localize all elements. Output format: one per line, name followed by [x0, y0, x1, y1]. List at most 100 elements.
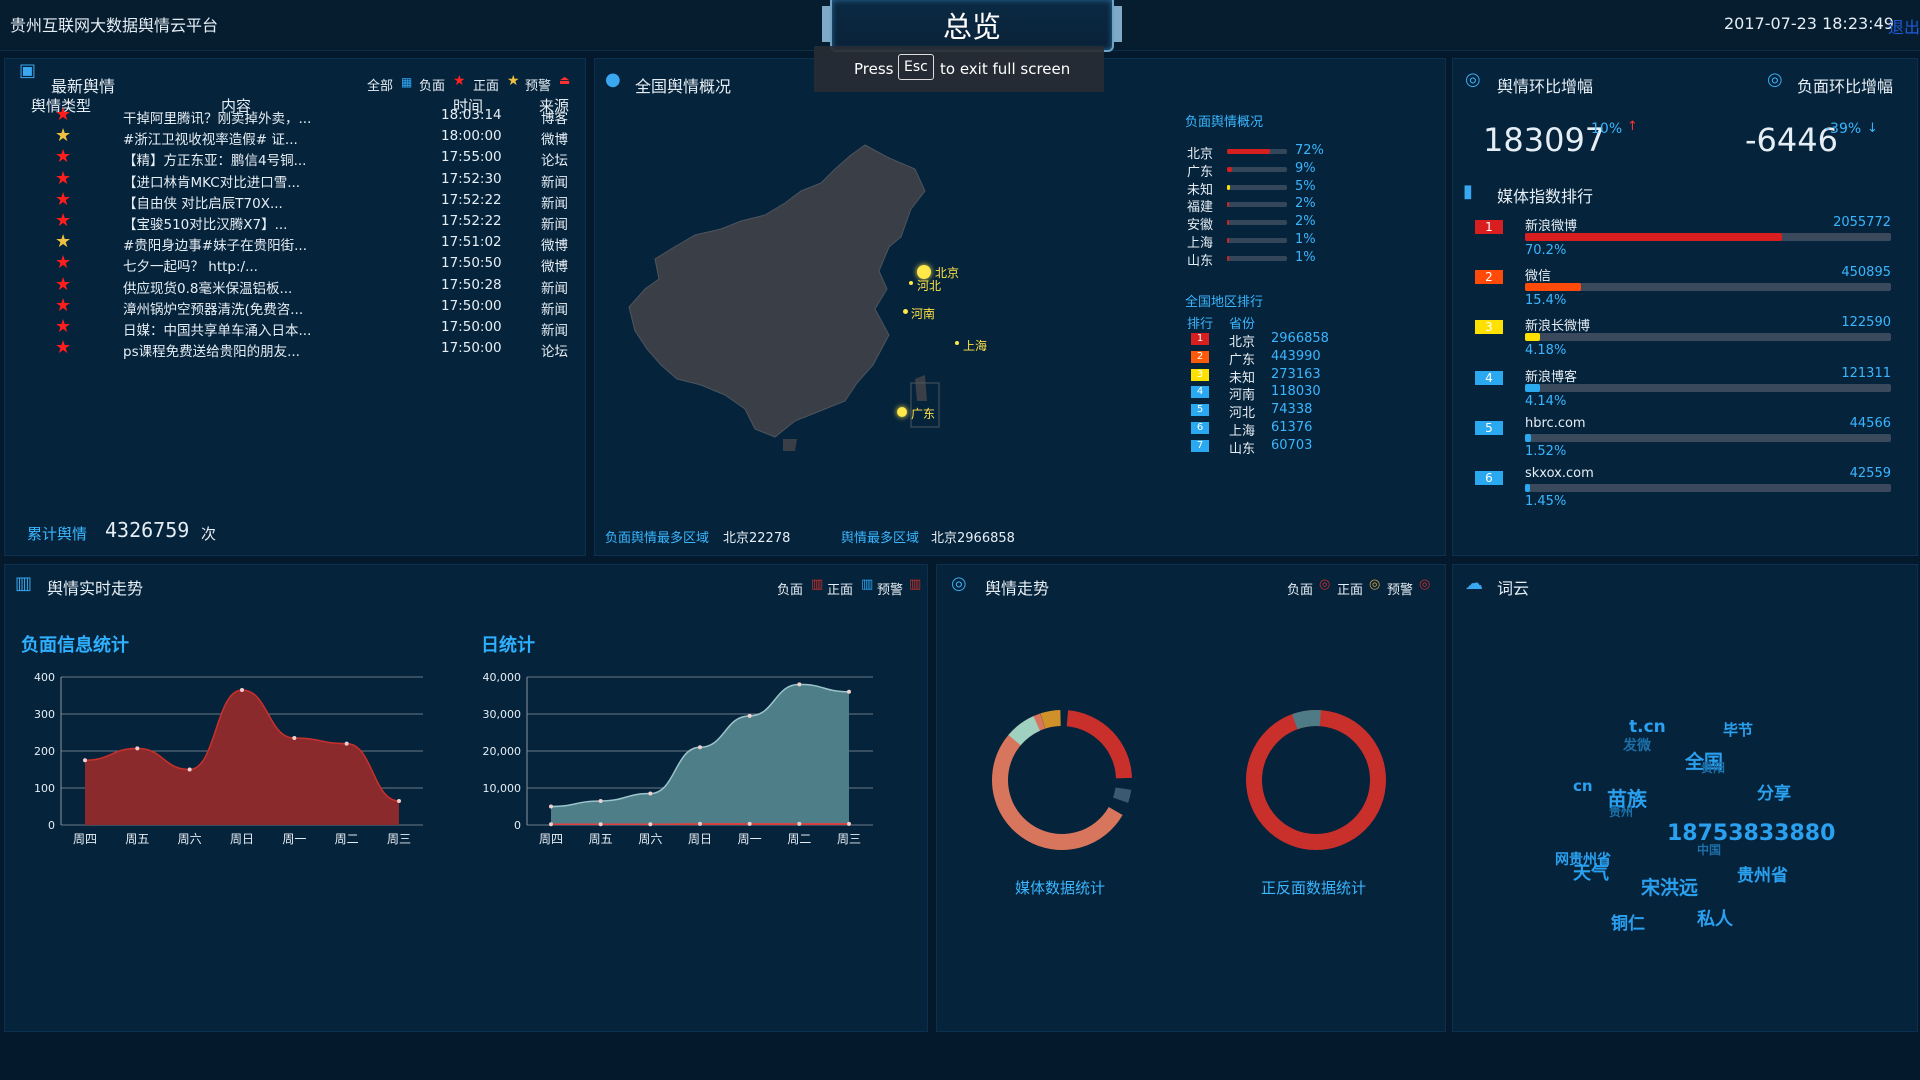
china-map[interactable]	[625, 139, 975, 459]
guangdong-marker[interactable]	[897, 407, 907, 417]
neg-bar-track	[1227, 202, 1287, 208]
word[interactable]: 苗族	[1607, 787, 1647, 811]
media-donut[interactable]	[987, 705, 1137, 855]
filter-negative[interactable]: 负面	[419, 79, 446, 94]
news-time: 18:00:00	[441, 128, 502, 145]
national-overview-panel: ● 全国舆情概况 北京 河北 河南 上海 广东 负面舆情概况 北京 72% 广东 9%…	[594, 58, 1446, 556]
rank-value: 61376	[1271, 420, 1313, 435]
news-source: 微博	[541, 259, 568, 276]
word[interactable]: 宋洪远	[1641, 877, 1699, 899]
data-point	[240, 687, 244, 692]
media-pct: 1.52%	[1525, 443, 1567, 459]
news-row[interactable]: ★ #浙江卫视收视率造假# 证... 18:00:00 微博	[5, 124, 585, 150]
media-value: 121311	[1841, 365, 1891, 381]
growth-left-pct: 10%	[1591, 121, 1623, 137]
rt-legend-negative[interactable]: 负面	[777, 583, 804, 598]
news-source: 新闻	[541, 323, 568, 339]
news-row[interactable]: ★ 【自由侠 对比启辰T70X... 17:52:22 新闻	[5, 188, 585, 214]
rank-badge: 3	[1191, 368, 1209, 381]
rank-province: 未知	[1229, 370, 1256, 386]
news-row[interactable]: ★ 【宝骏510对比汉腾X7】... 17:52:22 新闻	[5, 209, 585, 235]
latest-news-panel: ▣ 最新舆情 全部 ▦ 负面 ★ 正面 ★ 预警 ⏏ 舆情类型 内容 时间 来源…	[4, 58, 586, 556]
media-bar-fill	[1525, 433, 1531, 442]
cloud-title: 词云	[1497, 579, 1530, 598]
word[interactable]: 网贵州省	[1555, 852, 1611, 868]
data-point	[187, 767, 192, 772]
app-title: 贵州互联网大数据舆情云平台	[10, 16, 219, 35]
news-row[interactable]: ★ 日媒：中国共享单车涌入日本... 17:50:00 新闻	[5, 315, 585, 341]
news-list-icon: ▣	[19, 60, 37, 81]
media-name: 新浪微博	[1525, 219, 1578, 234]
news-row[interactable]: ★ 七夕一起吗？ http:/... 17:50:50 微博	[5, 251, 585, 277]
filter-warning[interactable]: 预警	[525, 79, 552, 94]
media-name: skxox.com	[1525, 466, 1594, 481]
beijing-marker[interactable]	[917, 265, 931, 279]
neg-bar-track	[1227, 255, 1287, 261]
news-content: #浙江卫视收视率造假# 证...	[123, 132, 298, 149]
word[interactable]: 发微	[1623, 738, 1651, 754]
word[interactable]: 贵阳	[1701, 761, 1726, 775]
word[interactable]: 私人	[1697, 909, 1733, 930]
growth-right-pct: -39%	[1825, 121, 1862, 137]
word[interactable]: 18753833880	[1667, 821, 1836, 846]
news-content: 【自由侠 对比启辰T70X...	[123, 195, 283, 212]
donut-legend-negative[interactable]: 负面	[1287, 583, 1314, 598]
word[interactable]: t.cn	[1629, 717, 1666, 737]
shanghai-marker[interactable]	[955, 341, 959, 345]
news-row[interactable]: ★ 【精】方正东亚：鹏信4号铜... 17:55:00 论坛	[5, 145, 585, 171]
rank-title: 全国地区排行	[1185, 295, 1264, 310]
media-value: 42559	[1849, 466, 1891, 481]
news-content: 日媒：中国共享单车涌入日本...	[123, 323, 312, 339]
filter-positive[interactable]: 正面	[473, 79, 500, 94]
down-arrow-icon: ↓	[1867, 121, 1878, 136]
word[interactable]: cn	[1573, 777, 1593, 795]
donut-legend-positive[interactable]: 正面	[1337, 583, 1364, 598]
henan-marker[interactable]	[903, 309, 908, 314]
word[interactable]: 全国	[1685, 751, 1724, 773]
donut2-label: 正反面数据统计	[1261, 879, 1367, 897]
neg-bar-fill	[1227, 166, 1233, 172]
media-title: 媒体指数排行	[1497, 187, 1594, 206]
news-time: 18:03:14	[441, 107, 502, 123]
word[interactable]: 分享	[1757, 784, 1791, 804]
word[interactable]: 贵州省	[1737, 866, 1788, 886]
all-most-label: 舆情最多区域	[841, 531, 920, 546]
word[interactable]: 铜仁	[1611, 914, 1645, 934]
media-rank-badge: 2	[1475, 270, 1503, 285]
news-row[interactable]: ★ ps课程免费送给贵阳的朋友... 17:50:00 论坛	[5, 336, 585, 362]
rt-legend-warning[interactable]: 预警	[877, 583, 904, 598]
y-tick-label: 30,000	[483, 708, 522, 721]
word[interactable]: 中国	[1697, 843, 1722, 857]
trend-bar-icon: ▥	[15, 573, 33, 594]
growth-panel: ◎ 舆情环比增幅 ◎ 负面环比增幅 183097 10% ↑ -6446 -39…	[1452, 58, 1918, 556]
media-bar-fill	[1525, 233, 1782, 241]
news-row[interactable]: ★ 【进口林肯MKC对比进口雪... 17:52:30 新闻	[5, 167, 585, 193]
logout-link[interactable]: 退出	[1888, 18, 1920, 37]
city-label-guangdong: 广东	[911, 407, 936, 421]
news-row[interactable]: ★ #贵阳身边事#妹子在贵阳街... 17:51:02 微博	[5, 230, 585, 256]
polarity-donut[interactable]	[1241, 705, 1391, 855]
news-row[interactable]: ★ 干掉阿里腾讯？刚卖掉外卖，... 18:03:14 博客	[5, 103, 585, 129]
gold-star-icon: ★	[507, 73, 520, 89]
x-tick-label: 周日	[688, 832, 712, 846]
hebei-marker[interactable]	[909, 281, 913, 285]
col-content: 内容	[221, 97, 252, 115]
rt-legend-positive[interactable]: 正面	[827, 583, 854, 598]
news-row[interactable]: ★ 漳州锅炉空预器清洗(免费咨... 17:50:00 新闻	[5, 294, 585, 320]
rank-value: 2966858	[1271, 331, 1329, 346]
negative-area-chart[interactable]: 0 100 200 300 400 周四 周五 周六 周日 周一 周二 周三	[5, 665, 445, 865]
word[interactable]: 贵州	[1609, 805, 1634, 819]
word[interactable]: 毕节	[1723, 721, 1754, 739]
toast-rest: to exit full screen	[940, 60, 1071, 78]
donut-legend-warning[interactable]: 预警	[1387, 583, 1414, 598]
red-star-icon: ★	[453, 73, 466, 89]
donut1-seg-a	[992, 710, 1132, 850]
word[interactable]: 天气	[1573, 863, 1609, 884]
news-row[interactable]: ★ 供应现货0.8毫米保温铝板... 17:50:28 新闻	[5, 273, 585, 299]
neg-region-pct: 2%	[1295, 196, 1316, 212]
neg-bar-fill	[1227, 202, 1229, 208]
daily-area-chart[interactable]: 0 10,000 20,000 30,000 40,000 周四 周五 周六 周日 周一 周二 周三	[455, 665, 895, 865]
media-name: 新浪长微博	[1525, 319, 1591, 335]
filter-all[interactable]: 全部	[367, 79, 394, 94]
news-source: 新闻	[541, 217, 568, 233]
